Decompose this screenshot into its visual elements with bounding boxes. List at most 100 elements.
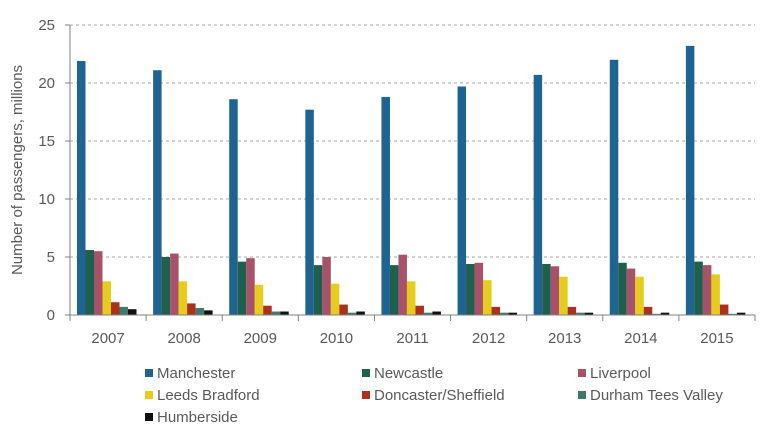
bar-doncaster-sheffield-2014 bbox=[643, 306, 653, 315]
bar-liverpool-2011 bbox=[398, 254, 407, 315]
legend-label: Leeds Bradford bbox=[157, 387, 260, 404]
legend-swatch bbox=[145, 369, 153, 377]
y-tick-label: 15 bbox=[38, 133, 55, 150]
y-tick-label: 20 bbox=[38, 75, 55, 92]
bar-durham-tees-valley-2010 bbox=[347, 312, 357, 315]
bar-humberside-2014 bbox=[660, 312, 670, 315]
legend-swatch bbox=[145, 413, 153, 421]
y-tick-label: 10 bbox=[38, 191, 55, 208]
y-tick-label: 25 bbox=[38, 17, 55, 34]
bar-doncaster-sheffield-2009 bbox=[263, 305, 272, 315]
legend-item: Humberside bbox=[145, 409, 238, 426]
bar-liverpool-2007 bbox=[94, 251, 103, 315]
bar-durham-tees-valley-2008 bbox=[195, 308, 205, 315]
bar-humberside-2013 bbox=[584, 312, 594, 315]
bar-leeds-bradford-2008 bbox=[178, 281, 188, 315]
bar-liverpool-2010 bbox=[322, 257, 331, 315]
legend-swatch bbox=[578, 369, 586, 377]
bar-durham-tees-valley-2009 bbox=[271, 311, 281, 315]
bar-newcastle-2010 bbox=[313, 265, 323, 315]
bar-manchester-2011 bbox=[381, 96, 390, 315]
x-tick-label: 2012 bbox=[472, 330, 505, 347]
bar-humberside-2015 bbox=[736, 312, 746, 315]
x-axis-ticks: 2007 2008 2009 2010 2011 2012 2013 2014 2015 bbox=[69, 315, 756, 347]
bar-humberside-2008 bbox=[204, 310, 213, 315]
bar-leeds-bradford-2010 bbox=[330, 283, 340, 315]
legend-label: Liverpool bbox=[590, 365, 651, 382]
legend-item: Leeds Bradford bbox=[145, 387, 260, 404]
bar-manchester-2014 bbox=[609, 59, 619, 315]
bar-liverpool-2012 bbox=[474, 262, 484, 315]
bar-humberside-2009 bbox=[280, 311, 289, 315]
bar-liverpool-2013 bbox=[550, 266, 560, 315]
bar-durham-tees-valley-2013 bbox=[576, 312, 585, 315]
bar-doncaster-sheffield-2010 bbox=[339, 304, 348, 315]
bar-doncaster-sheffield-2008 bbox=[187, 303, 196, 315]
bar-durham-tees-valley-2012 bbox=[500, 312, 509, 315]
bar-manchester-2012 bbox=[457, 86, 467, 315]
legend-swatch bbox=[578, 391, 586, 399]
bar-leeds-bradford-2014 bbox=[635, 276, 644, 315]
bar-newcastle-2015 bbox=[694, 261, 703, 315]
x-tick-label: 2014 bbox=[624, 330, 657, 347]
x-tick-label: 2015 bbox=[700, 330, 733, 347]
x-tick-label: 2011 bbox=[396, 330, 428, 347]
bar-manchester-2007 bbox=[77, 60, 86, 316]
y-tick-label: 5 bbox=[47, 249, 55, 266]
bar-newcastle-2011 bbox=[389, 265, 399, 315]
bar-doncaster-sheffield-2013 bbox=[567, 306, 577, 315]
bars bbox=[77, 45, 746, 316]
x-tick-label: 2013 bbox=[548, 330, 581, 347]
bar-humberside-2010 bbox=[356, 311, 365, 315]
bar-doncaster-sheffield-2015 bbox=[719, 304, 729, 315]
bar-doncaster-sheffield-2012 bbox=[491, 306, 501, 315]
legend-label: Newcastle bbox=[374, 365, 443, 382]
bar-humberside-2011 bbox=[432, 311, 441, 315]
legend-item: Manchester bbox=[145, 365, 235, 382]
bar-newcastle-2014 bbox=[618, 262, 627, 315]
legend-item: Newcastle bbox=[362, 365, 443, 382]
bar-leeds-bradford-2009 bbox=[254, 284, 264, 315]
legend-item: Liverpool bbox=[578, 365, 651, 382]
x-tick-label: 2009 bbox=[244, 330, 277, 347]
bar-newcastle-2008 bbox=[161, 257, 171, 315]
bar-manchester-2010 bbox=[305, 109, 314, 316]
legend-label: Humberside bbox=[157, 409, 238, 426]
bar-newcastle-2007 bbox=[85, 250, 94, 315]
legend-item: Durham Tees Valley bbox=[578, 387, 723, 404]
bar-manchester-2008 bbox=[153, 70, 162, 316]
x-tick-label: 2008 bbox=[167, 330, 200, 347]
bar-manchester-2009 bbox=[229, 99, 238, 316]
bar-manchester-2013 bbox=[533, 74, 543, 315]
legend-swatch bbox=[362, 369, 370, 377]
bar-humberside-2007 bbox=[128, 309, 137, 315]
axes bbox=[69, 25, 755, 316]
legend-label: Manchester bbox=[157, 365, 235, 382]
y-tick-label: 0 bbox=[47, 307, 55, 324]
bar-liverpool-2014 bbox=[626, 268, 636, 315]
bar-doncaster-sheffield-2011 bbox=[415, 305, 424, 315]
bar-durham-tees-valley-2007 bbox=[119, 306, 128, 315]
x-tick-label: 2010 bbox=[320, 330, 353, 347]
legend-swatch bbox=[145, 391, 153, 399]
gridlines bbox=[70, 24, 755, 258]
bar-newcastle-2013 bbox=[542, 263, 551, 315]
bar-manchester-2015 bbox=[685, 45, 695, 315]
bar-liverpool-2008 bbox=[170, 253, 179, 315]
legend-item: Doncaster/Sheffield bbox=[362, 387, 505, 404]
legend-swatch bbox=[362, 391, 370, 399]
bar-humberside-2012 bbox=[508, 312, 518, 315]
bar-newcastle-2012 bbox=[466, 263, 475, 315]
bar-doncaster-sheffield-2007 bbox=[111, 302, 120, 315]
bar-leeds-bradford-2012 bbox=[483, 280, 492, 315]
bar-liverpool-2009 bbox=[246, 258, 255, 315]
bar-leeds-bradford-2007 bbox=[102, 281, 111, 315]
legend-label: Doncaster/Sheffield bbox=[374, 387, 505, 404]
bar-newcastle-2009 bbox=[237, 261, 247, 315]
bar-leeds-bradford-2015 bbox=[711, 274, 720, 315]
bar-durham-tees-valley-2015 bbox=[728, 313, 737, 315]
legend-label: Durham Tees Valley bbox=[590, 387, 723, 404]
bar-leeds-bradford-2013 bbox=[559, 276, 568, 315]
y-axis-title: Number of passengers, millions bbox=[9, 65, 26, 275]
